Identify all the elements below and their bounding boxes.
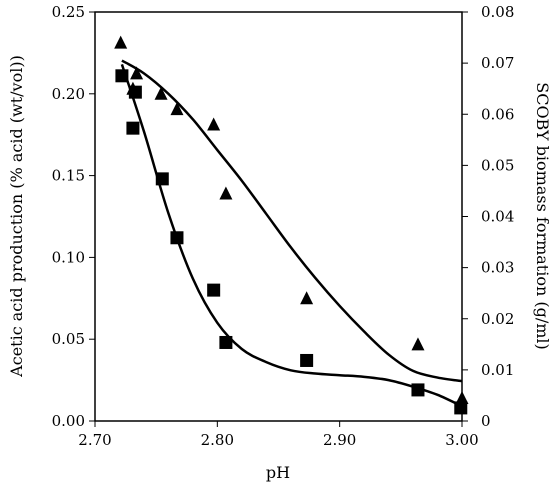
- biomass-data-point: [170, 102, 184, 116]
- acetic-acid-data-point: [454, 401, 468, 415]
- acetic-acid-data-point: [170, 231, 184, 245]
- biomass-data-point: [154, 86, 168, 100]
- right-y-tick-label: 0.08: [481, 3, 514, 21]
- right-y-tick-label: 0.04: [481, 208, 514, 226]
- acetic-acid-data-point: [126, 121, 140, 135]
- right-y-tick-label: 0.06: [481, 105, 514, 123]
- right-y-tick-label: 0.05: [481, 156, 514, 174]
- right-y-axis-label: SCOBY biomass formation (g/ml): [533, 82, 550, 350]
- biomass-data-point: [300, 291, 314, 305]
- acetic-acid-data-point: [300, 353, 314, 367]
- right-y-tick-label: 0: [481, 412, 491, 430]
- biomass-data-point: [114, 35, 128, 49]
- x-axis: 2.70 2.80 2.90 3.00: [78, 421, 479, 449]
- left-y-tick-label: 0.05: [52, 330, 85, 348]
- right-y-tick-label: 0.01: [481, 361, 514, 379]
- biomass-data-point: [207, 117, 221, 131]
- acetic-acid-data-point: [411, 383, 425, 397]
- right-y-tick-label: 0.02: [481, 310, 514, 328]
- biomass-data-point: [219, 186, 233, 200]
- left-y-tick-label: 0.10: [52, 248, 85, 266]
- x-tick-label: 3.00: [445, 431, 478, 449]
- acetic-acid-data-point: [219, 335, 233, 349]
- left-y-tick-label: 0.25: [52, 3, 85, 21]
- trend-lines: [120, 59, 463, 408]
- left-y-tick-label: 0.00: [52, 412, 85, 430]
- right-y-tick-label: 0.07: [481, 54, 514, 72]
- biomass-data-point: [126, 81, 140, 95]
- biomass-data-point: [411, 337, 425, 351]
- x-tick-label: 2.90: [323, 431, 356, 449]
- x-tick-label: 2.80: [201, 431, 234, 449]
- left-y-axis-label: Acetic acid production (% acid (wt/vol)): [7, 55, 26, 378]
- left-y-tick-label: 0.20: [52, 85, 85, 103]
- acetic-acid-trend-line: [120, 63, 463, 408]
- plot-frame: [94, 11, 463, 422]
- x-tick-label: 2.70: [78, 431, 111, 449]
- right-y-tick-label: 0.03: [481, 259, 514, 277]
- biomass-data-point: [130, 66, 144, 80]
- biomass-trend-line: [121, 59, 463, 383]
- right-y-axis: 0 0.01 0.02 0.03 0.04 0.05 0.06 0.07 0.08: [462, 3, 514, 430]
- acetic-acid-data-point: [115, 69, 129, 83]
- biomass-data-point: [455, 390, 469, 404]
- x-axis-label: pH: [266, 463, 290, 482]
- acetic-acid-data-point: [155, 172, 169, 186]
- acetic-acid-data-point: [207, 283, 221, 297]
- left-y-tick-label: 0.15: [52, 167, 85, 185]
- data-points: [114, 35, 469, 415]
- left-y-axis: 0.00 0.05 0.10 0.15 0.20 0.25: [52, 3, 95, 430]
